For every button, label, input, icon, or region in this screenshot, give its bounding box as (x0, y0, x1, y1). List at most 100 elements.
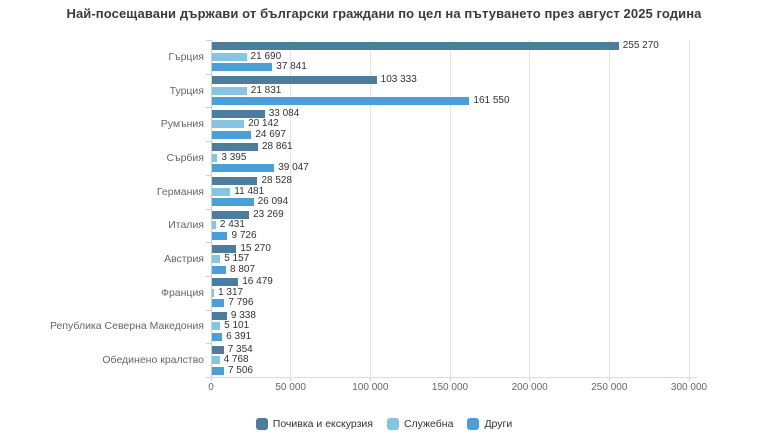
legend-swatch-icon (255, 418, 268, 430)
bar[interactable] (212, 177, 258, 186)
value-label: 7 354 (227, 343, 253, 355)
bar[interactable] (212, 210, 250, 219)
category-label: Франция (160, 286, 204, 299)
y-axis-tick (206, 40, 211, 41)
value-label: 24 697 (255, 128, 286, 140)
bar[interactable] (212, 299, 225, 308)
legend-label: Други (484, 418, 513, 430)
category-label: Румъния (160, 118, 204, 131)
x-axis-tick-label: 250 000 (591, 382, 628, 393)
value-label: 7 796 (228, 297, 254, 309)
x-axis-tick-label: 300 000 (670, 382, 708, 393)
bar[interactable] (212, 86, 247, 95)
category-label: Сърбия (166, 151, 204, 164)
legend-item-drugi[interactable]: Други (467, 418, 512, 430)
bar[interactable] (212, 42, 619, 51)
legend-swatch-icon (467, 418, 480, 430)
x-axis-tick (290, 377, 292, 381)
legend-item-sluzhebna[interactable]: Служебна (386, 418, 454, 430)
bar[interactable] (212, 345, 224, 354)
value-label: 28 861 (261, 141, 293, 153)
bar[interactable] (212, 244, 237, 253)
value-label: 23 269 (253, 208, 284, 220)
gridline (290, 40, 292, 377)
value-label: 9 338 (230, 309, 256, 321)
bar[interactable] (212, 265, 227, 274)
value-label: 8 807 (230, 263, 256, 275)
y-axis-tick (206, 343, 211, 345)
value-label: 15 270 (240, 242, 271, 254)
category-label: Австрия (164, 253, 204, 266)
bar[interactable] (212, 130, 252, 139)
value-label: 33 084 (268, 107, 300, 119)
bar[interactable] (212, 153, 218, 162)
bar[interactable] (212, 288, 215, 297)
gridline (529, 40, 531, 377)
value-label: 103 333 (380, 74, 417, 86)
value-label: 4 768 (223, 354, 249, 366)
value-label: 2 431 (219, 219, 245, 231)
value-label: 9 726 (231, 229, 257, 241)
value-label: 21 690 (250, 50, 282, 62)
bar[interactable] (212, 76, 377, 85)
category-label: Италия (168, 219, 204, 232)
x-axis-tick (688, 377, 690, 381)
bar[interactable] (212, 187, 231, 196)
bar[interactable] (212, 120, 245, 129)
bar[interactable] (212, 198, 254, 207)
legend-item-pochivka[interactable]: Почивка и екскурзия (255, 418, 373, 430)
bar[interactable] (212, 255, 221, 264)
value-label: 7 506 (227, 364, 253, 376)
bar[interactable] (212, 221, 216, 230)
bar[interactable] (212, 231, 228, 240)
bar[interactable] (212, 97, 470, 106)
y-axis-tick (206, 73, 211, 75)
legend-label: Служебна (403, 418, 454, 430)
category-label: Турция (169, 84, 204, 97)
value-label: 1 317 (218, 286, 244, 298)
value-label: 28 528 (261, 175, 293, 187)
x-axis-tick (529, 377, 531, 381)
bar[interactable] (212, 143, 258, 152)
bar[interactable] (212, 356, 220, 365)
bar[interactable] (212, 164, 275, 173)
y-axis-tick (206, 377, 211, 378)
gridline (369, 40, 371, 377)
bar[interactable] (212, 366, 224, 375)
value-label: 39 047 (278, 162, 309, 174)
x-axis-line (211, 377, 697, 378)
bar[interactable] (212, 63, 273, 72)
x-axis-tick-label: 100 000 (352, 382, 389, 393)
value-label: 255 270 (622, 40, 659, 52)
x-axis-tick-label: 50 000 (275, 382, 306, 393)
bar[interactable] (212, 278, 239, 287)
value-label: 6 391 (226, 330, 252, 342)
bar[interactable] (212, 109, 265, 118)
x-axis-tick (369, 377, 371, 381)
y-axis-tick (206, 208, 211, 210)
value-label: 5 157 (224, 253, 250, 265)
value-label: 37 841 (276, 61, 307, 73)
bar[interactable] (212, 52, 247, 61)
y-axis-tick (206, 309, 211, 311)
y-axis-tick (206, 107, 211, 109)
y-axis-tick (206, 242, 211, 244)
x-axis-tick (449, 377, 451, 381)
gridline (449, 40, 451, 377)
value-label: 20 142 (248, 118, 279, 130)
category-label: Гърция (168, 50, 204, 63)
x-axis-tick-label: 0 (208, 382, 214, 393)
legend-label: Почивка и екскурзия (272, 418, 373, 430)
y-axis-line (211, 40, 212, 377)
value-label: 21 831 (250, 84, 282, 96)
bar[interactable] (212, 322, 221, 331)
gridline (688, 40, 690, 377)
value-label: 16 479 (242, 276, 273, 288)
chart-title: Най-посещавани държави от български граж… (66, 6, 702, 21)
x-axis-tick (608, 377, 610, 381)
value-label: 161 550 (473, 95, 510, 107)
bar[interactable] (212, 311, 227, 320)
bar[interactable] (212, 332, 223, 341)
x-axis-tick (210, 377, 212, 381)
category-label: Обединено кралство (102, 354, 204, 367)
